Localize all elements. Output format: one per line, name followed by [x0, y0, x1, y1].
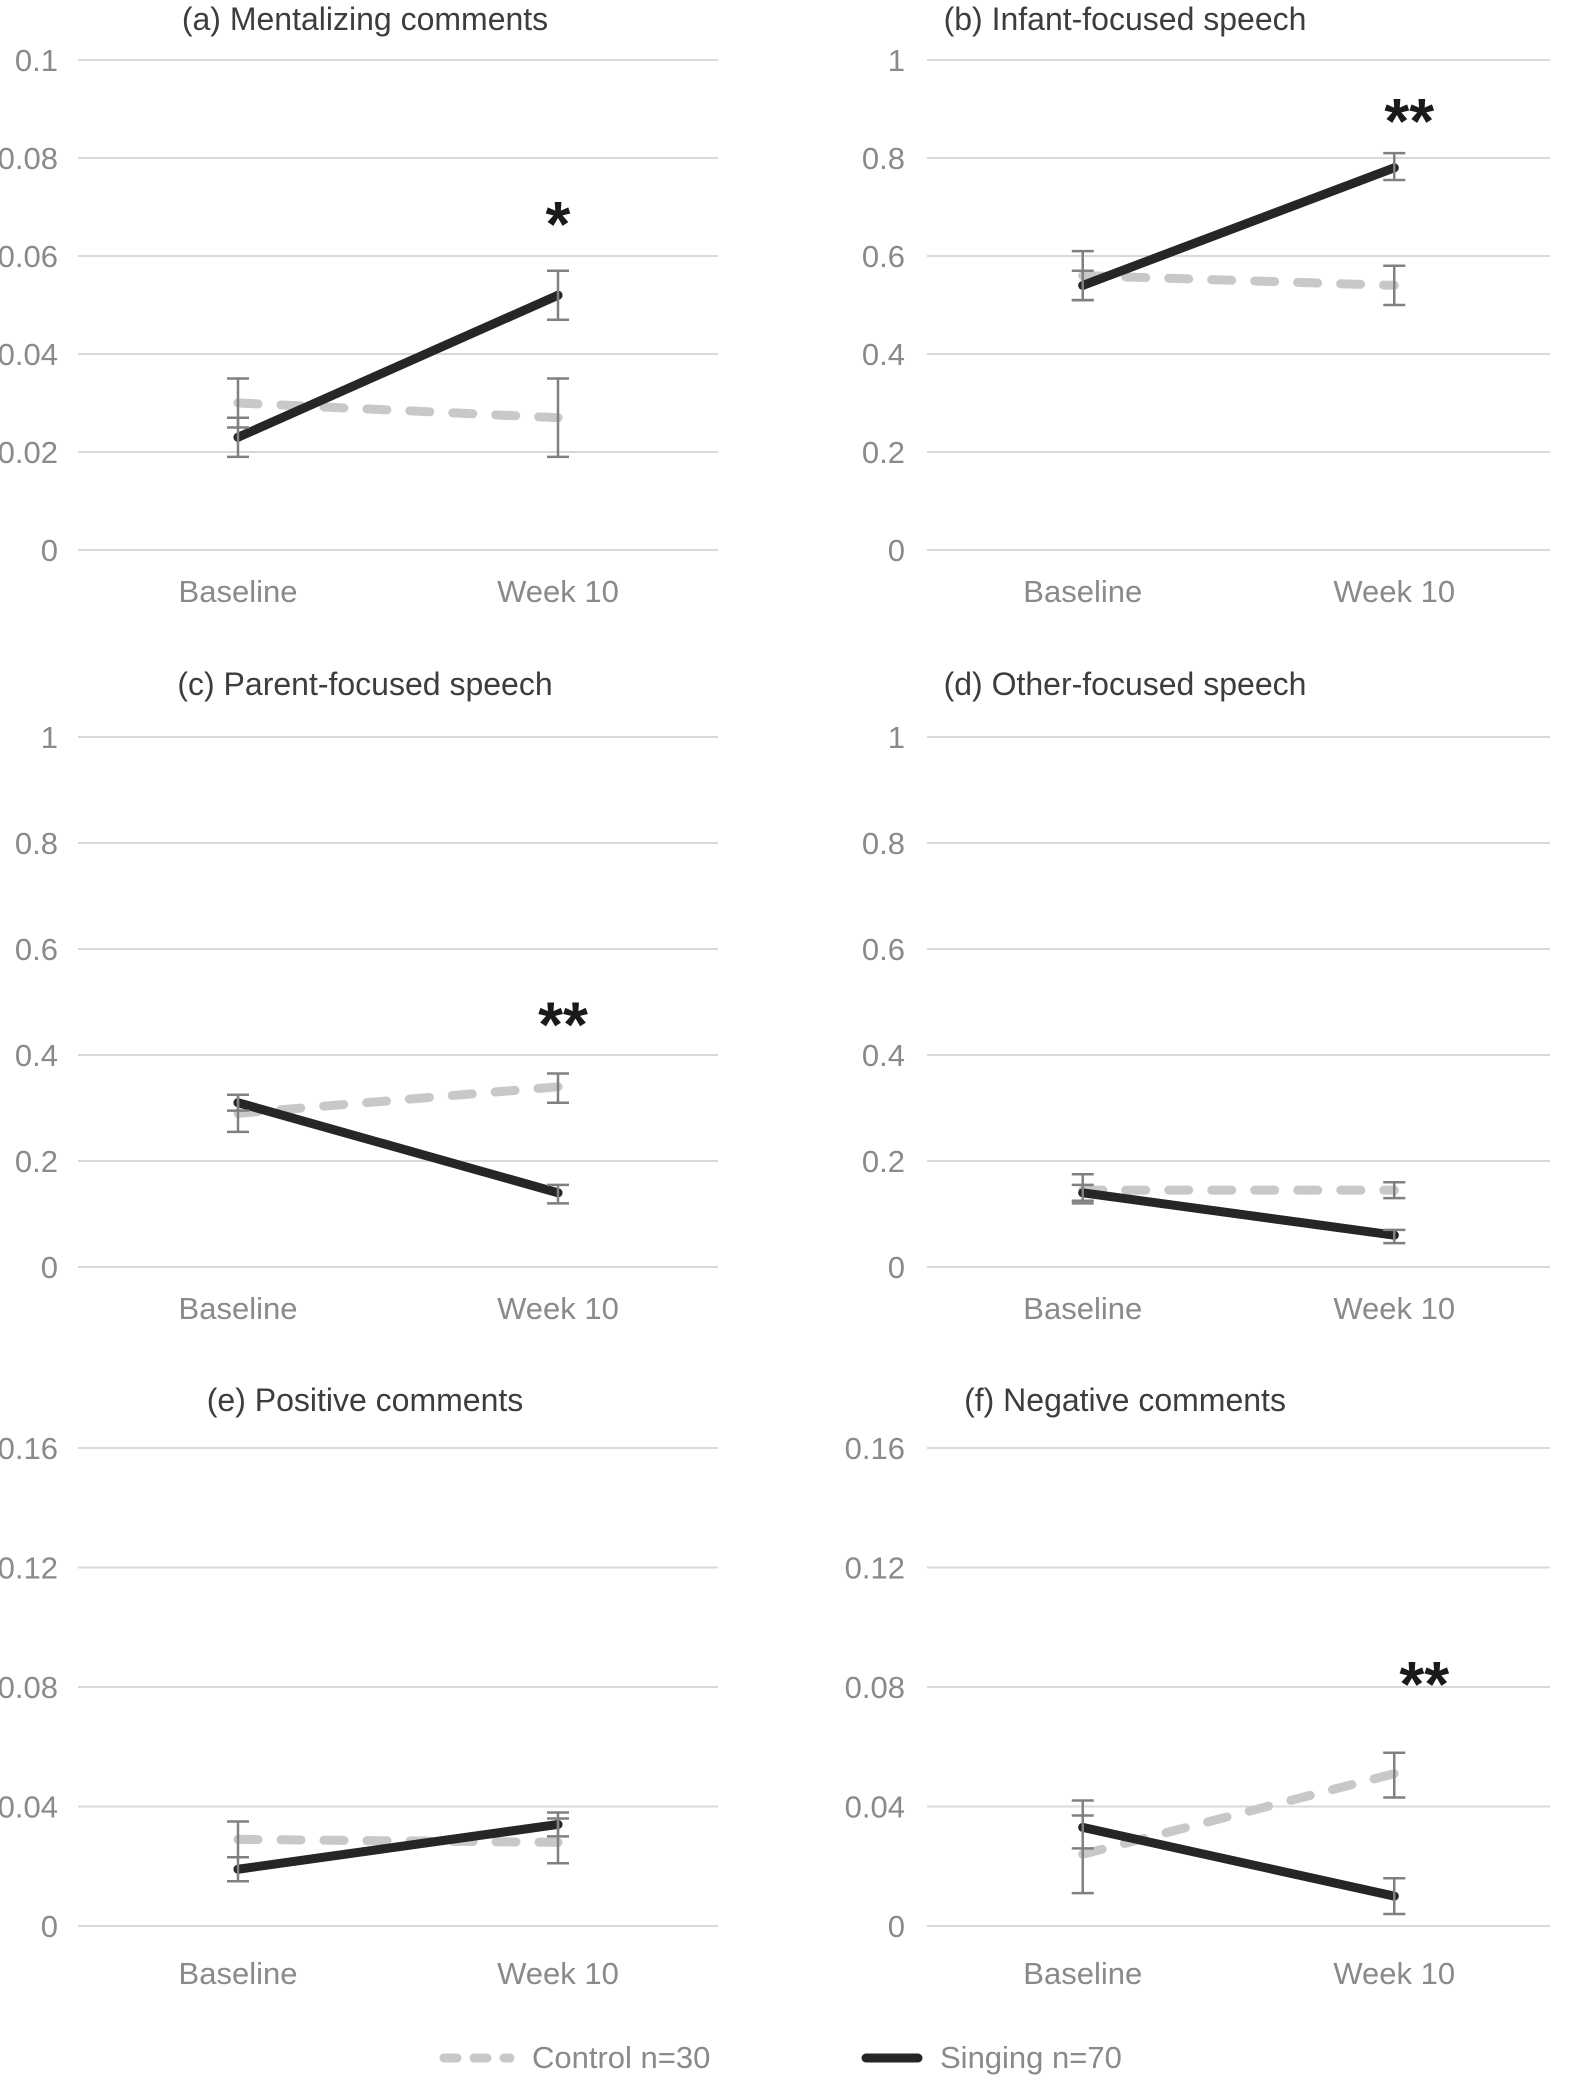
panel-a-title: (a) Mentalizing comments	[182, 1, 548, 37]
b-singing-error-bar	[1071, 269, 1094, 302]
a-singing-error-bar	[547, 269, 569, 321]
c-ytick-label: 0	[41, 1250, 58, 1285]
d-ytick-label: 0.6	[862, 932, 905, 967]
legend-item-control: Control n=30	[438, 2036, 710, 2080]
e-ytick-label: 0.16	[0, 1431, 58, 1466]
e-ytick-label: 0.04	[0, 1790, 58, 1825]
b-significance-marker: **	[1384, 85, 1434, 157]
f-xlabel-week10: Week 10	[1333, 1956, 1455, 1991]
e-xlabel-week10: Week 10	[497, 1956, 619, 1991]
b-ytick-label: 0.4	[862, 337, 905, 372]
legend-label-control: Control n=30	[532, 2040, 711, 2075]
e-singing-line	[233, 1819, 563, 1874]
b-singing-line	[1078, 163, 1399, 290]
c-ytick-label: 0.6	[15, 932, 58, 967]
d-singing-error-bar	[1071, 1183, 1094, 1202]
a-singing-error-bar	[227, 416, 249, 459]
a-ytick-label: 0.08	[0, 141, 58, 176]
panel-f-negative-comments-chart: 0.16 0.12 0.08 0.04 0 Baseline Week 10 (f) Nega…	[845, 1382, 1550, 1991]
legend: Control n=30 Singing n=70	[0, 2036, 1596, 2087]
e-xlabel-baseline: Baseline	[179, 1956, 298, 1991]
c-xlabel-week10: Week 10	[497, 1291, 619, 1326]
d-ytick-label: 0.8	[862, 826, 905, 861]
a-significance-marker: *	[546, 188, 571, 260]
legend-item-singing: Singing n=70	[860, 2036, 1122, 2080]
control-dashed-line-swatch	[439, 2053, 515, 2063]
a-ytick-label: 0.04	[0, 337, 58, 372]
d-singing-error-bar	[1383, 1228, 1406, 1245]
b-control-error-bar	[1383, 264, 1406, 307]
b-ytick-label: 0.8	[862, 141, 905, 176]
d-ytick-label: 0	[888, 1250, 905, 1285]
a-singing-line	[233, 290, 563, 442]
panel-b-title: (b) Infant-focused speech	[944, 1, 1307, 37]
d-xlabel-week10: Week 10	[1333, 1291, 1455, 1326]
a-ytick-label: 0.1	[15, 43, 58, 78]
c-ytick-label: 1	[41, 720, 58, 755]
f-ytick-label: 0.12	[845, 1551, 905, 1586]
c-singing-error-bar	[547, 1183, 569, 1205]
a-ytick-label: 0	[41, 533, 58, 568]
f-significance-marker: **	[1399, 1648, 1449, 1720]
panel-d-title: (d) Other-focused speech	[944, 666, 1307, 702]
c-xlabel-baseline: Baseline	[179, 1291, 298, 1326]
a-ytick-label: 0.06	[0, 239, 58, 274]
b-ytick-label: 1	[888, 43, 905, 78]
f-singing-error-bar	[1383, 1876, 1406, 1916]
e-ytick-label: 0	[41, 1909, 58, 1944]
b-ytick-label: 0.6	[862, 239, 905, 274]
e-singing-error-bar	[547, 1811, 569, 1838]
panel-e-positive-comments-chart: 0.16 0.12 0.08 0.04 0 Baseline Week 10 (e) Posi…	[0, 1382, 718, 1991]
d-ytick-label: 0.2	[862, 1144, 905, 1179]
f-singing-error-bar	[1071, 1799, 1094, 1850]
a-xlabel-week10: Week 10	[497, 574, 619, 609]
f-ytick-label: 0.04	[845, 1790, 905, 1825]
d-control-error-bar	[1383, 1180, 1406, 1200]
c-singing-line	[233, 1098, 563, 1198]
panel-a-mentalizing-comments-chart: 0.1 0.08 0.06 0.04 0.02 0 Baseline Week 10 (a) M…	[0, 1, 718, 609]
panel-b-infant-focused-speech-chart: 1 0.8 0.6 0.4 0.2 0 Baseline Week 10 (b) Infant-…	[862, 1, 1550, 609]
e-singing-error-bar	[227, 1856, 249, 1883]
f-ytick-label: 0.08	[845, 1670, 905, 1705]
f-ytick-label: 0.16	[845, 1431, 905, 1466]
a-ytick-label: 0.02	[0, 435, 58, 470]
d-ytick-label: 1	[888, 720, 905, 755]
panel-c-parent-focused-speech-chart: 1 0.8 0.6 0.4 0.2 0 Baseline Week 10 (c) Parent-…	[15, 666, 718, 1326]
b-singing-error-bar	[1383, 151, 1406, 182]
panel-d-other-focused-speech-chart: 1 0.8 0.6 0.4 0.2 0 Baseline Week 10 (d) Other-f…	[862, 666, 1550, 1326]
b-xlabel-baseline: Baseline	[1023, 574, 1142, 609]
c-significance-marker: **	[538, 989, 588, 1061]
b-ytick-label: 0.2	[862, 435, 905, 470]
c-singing-error-bar	[227, 1093, 249, 1112]
a-control-line	[233, 398, 563, 423]
d-singing-line	[1078, 1188, 1399, 1240]
e-ytick-label: 0.12	[0, 1551, 58, 1586]
a-control-error-bar	[547, 377, 569, 459]
panel-f-title: (f) Negative comments	[964, 1382, 1286, 1418]
b-xlabel-week10: Week 10	[1333, 574, 1455, 609]
c-ytick-label: 0.4	[15, 1038, 58, 1073]
d-xlabel-baseline: Baseline	[1023, 1291, 1142, 1326]
f-control-error-bar	[1383, 1751, 1406, 1799]
f-xlabel-baseline: Baseline	[1023, 1956, 1142, 1991]
c-ytick-label: 0.2	[15, 1144, 58, 1179]
panel-c-title: (c) Parent-focused speech	[177, 666, 552, 702]
b-control-line	[1078, 271, 1399, 290]
singing-solid-line-swatch	[861, 2053, 923, 2063]
legend-label-singing: Singing n=70	[940, 2040, 1122, 2075]
a-xlabel-baseline: Baseline	[179, 574, 298, 609]
c-control-line	[233, 1082, 563, 1118]
b-ytick-label: 0	[888, 533, 905, 568]
c-ytick-label: 0.8	[15, 826, 58, 861]
e-control-line	[233, 1834, 563, 1847]
f-singing-line	[1078, 1822, 1399, 1901]
d-ytick-label: 0.4	[862, 1038, 905, 1073]
panel-e-title: (e) Positive comments	[207, 1382, 524, 1418]
c-control-error-bar	[547, 1072, 569, 1104]
e-ytick-label: 0.08	[0, 1670, 58, 1705]
f-ytick-label: 0	[888, 1909, 905, 1944]
